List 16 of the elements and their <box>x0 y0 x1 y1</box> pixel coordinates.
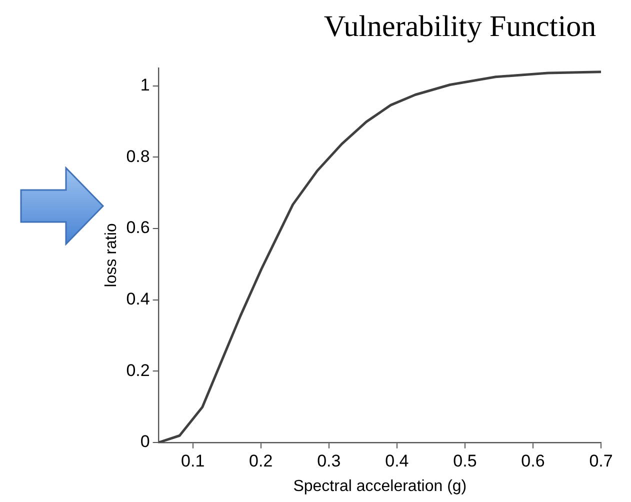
y-tick-label: 0.8 <box>126 146 150 166</box>
x-tick-label: 0.1 <box>181 451 205 470</box>
y-axis-title: loss ratio <box>103 223 120 288</box>
y-tick-label: 0.4 <box>126 289 150 308</box>
x-tick-label: 0.4 <box>385 451 409 470</box>
x-tick-label: 0.5 <box>453 451 477 470</box>
y-tick-label: 1 <box>140 76 150 95</box>
y-tick-label: 0 <box>140 432 150 452</box>
x-tick-label: 0.3 <box>317 451 341 470</box>
y-tick-label: 0.6 <box>126 218 150 238</box>
x-axis-title: Spectral acceleration (g) <box>293 478 467 495</box>
x-tick-label: 0.6 <box>521 451 545 470</box>
x-tick-label: 0.2 <box>249 451 273 470</box>
y-tick-label: 0.2 <box>126 360 150 380</box>
x-tick-label: 0.7 <box>589 451 613 470</box>
chart-title: Vulnerability Function <box>322 10 598 44</box>
